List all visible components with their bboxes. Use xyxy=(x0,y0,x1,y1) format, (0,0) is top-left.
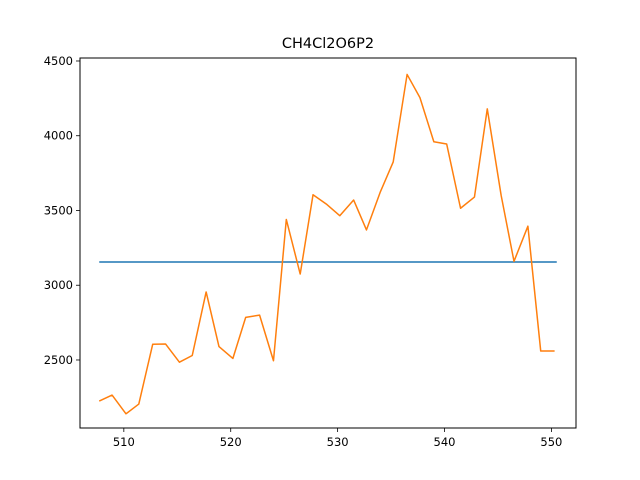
y-tick-label: 4500 xyxy=(44,54,73,68)
y-tick-label: 4000 xyxy=(44,129,73,143)
chart-title: CH4Cl2O6P2 xyxy=(282,36,374,52)
y-tick-label: 2500 xyxy=(44,353,73,367)
series-layer xyxy=(98,73,557,415)
x-axis: 510 520 530 540 550 xyxy=(113,428,562,449)
y-tick-label: 3500 xyxy=(44,203,73,217)
x-tick-label: 520 xyxy=(220,435,242,449)
y-tick-label: 3000 xyxy=(44,278,73,292)
plot-frame xyxy=(79,57,577,429)
x-tick-label: 540 xyxy=(434,435,456,449)
x-tick-label: 530 xyxy=(327,435,349,449)
x-tick-label: 550 xyxy=(540,435,562,449)
y-axis: 2500 3000 3500 4000 4500 xyxy=(44,54,80,367)
x-tick-label: 510 xyxy=(113,435,135,449)
series-line-1 xyxy=(98,73,555,415)
